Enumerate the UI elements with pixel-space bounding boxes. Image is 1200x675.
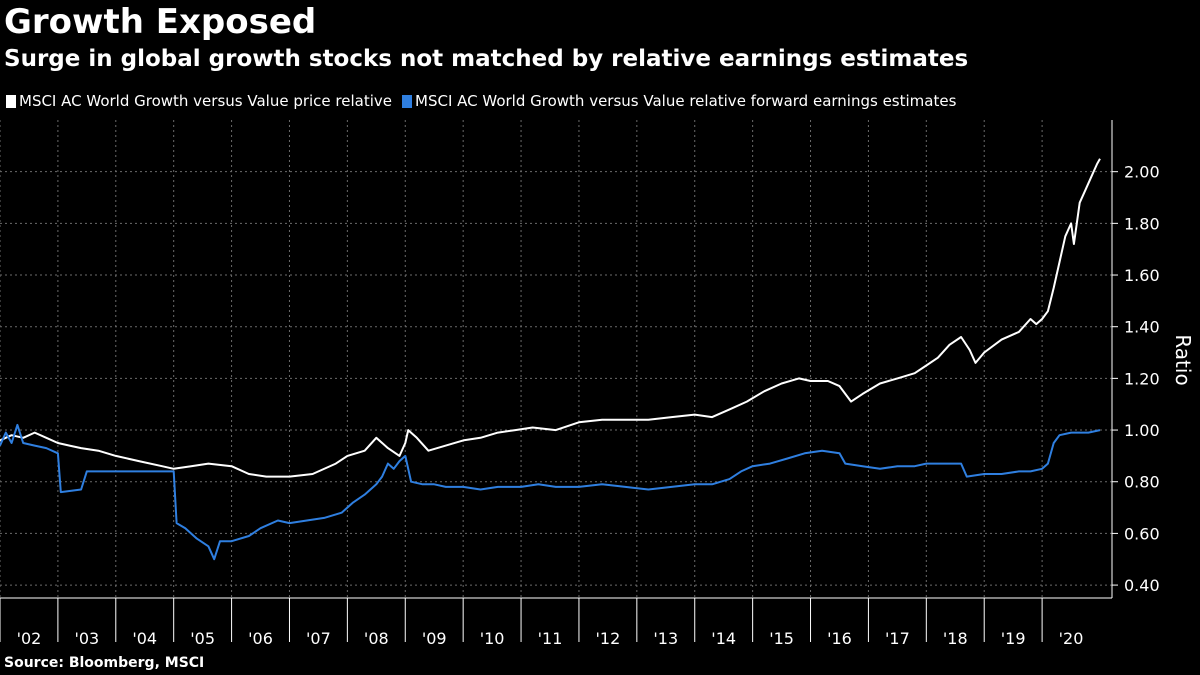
- legend-item-earnings: MSCI AC World Growth versus Value relati…: [402, 91, 956, 111]
- chart-title: Growth Exposed: [4, 2, 317, 42]
- source-note: Source: Bloomberg, MSCI: [4, 655, 205, 671]
- x-tick-label: '11: [538, 629, 563, 648]
- y-tick-label: 1.00: [1124, 421, 1160, 440]
- y-tick-label: 1.40: [1124, 318, 1160, 337]
- y-tick-label: 1.20: [1124, 369, 1160, 388]
- x-tick-label: '10: [480, 629, 505, 648]
- legend-swatch-earnings: [402, 94, 413, 108]
- x-tick-label: '06: [248, 629, 273, 648]
- x-tick-label: '09: [422, 629, 447, 648]
- legend-item-price: MSCI AC World Growth versus Value price …: [6, 91, 392, 111]
- x-tick-label: '02: [17, 629, 42, 648]
- x-tick-label: '13: [653, 629, 678, 648]
- y-tick-label: 0.80: [1124, 473, 1160, 492]
- x-tick-label: '20: [1059, 629, 1084, 648]
- x-tick-label: '04: [132, 629, 157, 648]
- legend-label-earnings: MSCI AC World Growth versus Value relati…: [415, 92, 957, 110]
- y-tick-label: 1.80: [1124, 214, 1160, 233]
- legend: MSCI AC World Growth versus Value price …: [6, 91, 966, 111]
- x-tick-label: '19: [1001, 629, 1026, 648]
- chart-subtitle: Surge in global growth stocks not matche…: [4, 46, 969, 72]
- x-tick-label: '17: [885, 629, 910, 648]
- x-tick-label: '12: [596, 629, 621, 648]
- y-tick-label: 1.60: [1124, 266, 1160, 285]
- x-tick-label: '07: [306, 629, 331, 648]
- x-tick-label: '05: [190, 629, 215, 648]
- legend-label-price: MSCI AC World Growth versus Value price …: [19, 92, 393, 110]
- x-tick-label: '14: [711, 629, 736, 648]
- y-axis-label: Ratio: [1171, 334, 1195, 385]
- series-line-price-relative: [0, 158, 1101, 478]
- x-tick-label: '03: [74, 629, 99, 648]
- y-tick-label: 0.60: [1124, 524, 1160, 543]
- legend-swatch-price: [6, 94, 16, 108]
- x-tick-label: '08: [364, 629, 389, 648]
- series-line-earnings-relative: [0, 423, 1101, 561]
- x-tick-label: '15: [769, 629, 794, 648]
- x-tick-label: '16: [827, 629, 852, 648]
- y-tick-label: 0.40: [1124, 576, 1160, 595]
- x-tick-label: '18: [943, 629, 968, 648]
- y-tick-label: 2.00: [1124, 163, 1160, 182]
